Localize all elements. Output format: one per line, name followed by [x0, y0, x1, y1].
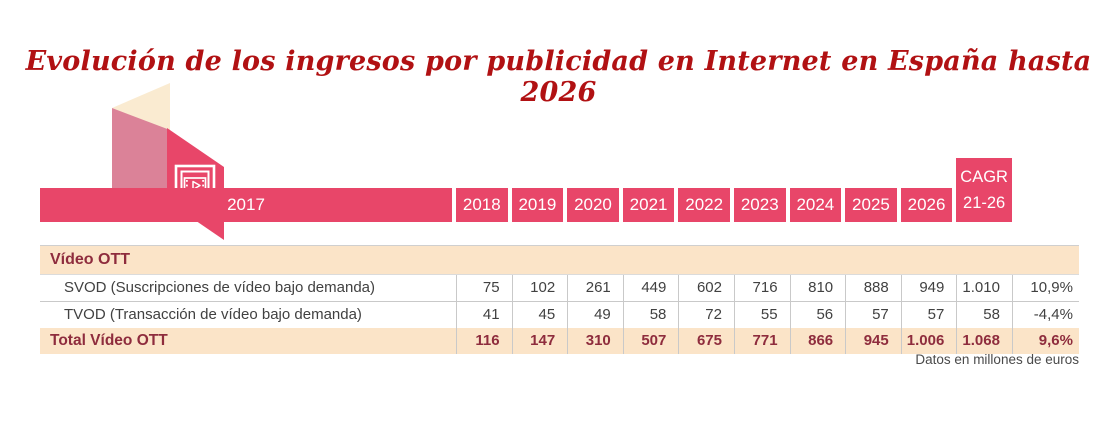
- year-header-box: 2018: [456, 188, 508, 222]
- section-header-row: Vídeo OTT: [40, 245, 1079, 275]
- value-cell: 56: [789, 302, 846, 328]
- year-header-box: 2026: [900, 188, 953, 222]
- value-cell: 58: [622, 302, 679, 328]
- year-header-2023: 2023: [733, 188, 790, 222]
- value-cell: 716: [733, 275, 790, 301]
- value-cell: -4,4%: [1011, 302, 1079, 328]
- value-cell: 1.068: [956, 328, 1012, 354]
- value-cell: 57: [845, 302, 901, 328]
- year-header-2022: 2022: [678, 188, 734, 222]
- year-header-box: 2017: [40, 188, 452, 222]
- value-cell: 9,6%: [1011, 328, 1079, 354]
- value-cell: 45: [511, 302, 568, 328]
- revenue-table: 2017 2018 2019 2020 2021 2022 2023 2024 2025 2026…: [40, 158, 1079, 354]
- value-cell: 58: [956, 302, 1012, 328]
- year-header-2020: 2020: [567, 188, 623, 222]
- value-cell: 866: [789, 328, 846, 354]
- value-cell: 41: [456, 302, 512, 328]
- logo-cream-triangle: [112, 83, 170, 132]
- table-header-row: 2017 2018 2019 2020 2021 2022 2023 2024 2025 2026…: [40, 158, 1079, 222]
- cagr-header-line1: CAGR: [960, 167, 1008, 186]
- section-header-label: Vídeo OTT: [50, 251, 130, 268]
- year-header-2019: 2019: [511, 188, 568, 222]
- value-cell: 810: [789, 275, 846, 301]
- table-row: SVOD (Suscripciones de vídeo bajo demand…: [40, 275, 1079, 302]
- total-row: Total Vídeo OTT 116 147 310 507 675 771 866 945 1…: [40, 328, 1079, 354]
- value-cell: 507: [622, 328, 679, 354]
- table-row: TVOD (Transacción de vídeo bajo demanda)…: [40, 302, 1079, 328]
- value-cell: 945: [845, 328, 901, 354]
- total-row-label: Total Vídeo OTT: [50, 332, 168, 349]
- logo-light-pink-panel: [112, 108, 170, 213]
- value-cell: 261: [567, 275, 623, 301]
- cagr-header: CAGR 21-26: [956, 158, 1012, 222]
- units-footnote: Datos en millones de euros: [915, 352, 1079, 367]
- year-header-2018: 2018: [456, 188, 512, 222]
- value-cell: 602: [678, 275, 734, 301]
- value-cell: 10,9%: [1011, 275, 1079, 301]
- year-header-box: 2023: [733, 188, 786, 222]
- value-cell: 72: [678, 302, 734, 328]
- row-label: SVOD (Suscripciones de vídeo bajo demand…: [64, 279, 376, 296]
- value-cell: 55: [733, 302, 790, 328]
- value-cell: 771: [733, 328, 790, 354]
- year-header-box: 2024: [789, 188, 842, 222]
- table-body: Vídeo OTT SVOD (Suscripciones de vídeo ba…: [40, 245, 1079, 354]
- value-cell: 116: [456, 328, 512, 354]
- year-header-2021: 2021: [622, 188, 679, 222]
- value-cell: 49: [567, 302, 623, 328]
- row-label: TVOD (Transacción de vídeo bajo demanda): [64, 306, 362, 323]
- value-cell: 1.006: [900, 328, 957, 354]
- value-cell: 1.010: [956, 275, 1012, 301]
- year-header-box: 2022: [678, 188, 730, 222]
- year-header-2026: 2026: [900, 188, 957, 222]
- value-cell: 147: [511, 328, 568, 354]
- year-header-box: 2021: [622, 188, 675, 222]
- value-cell: 75: [456, 275, 512, 301]
- year-header-2017: 2017: [40, 188, 456, 222]
- value-cell: 888: [845, 275, 901, 301]
- year-header-2025: 2025: [845, 188, 901, 222]
- year-header-box: 2019: [511, 188, 564, 222]
- value-cell: 310: [567, 328, 623, 354]
- year-header-2024: 2024: [789, 188, 846, 222]
- value-cell: 675: [678, 328, 734, 354]
- page-title: Evolución de los ingresos por publicidad…: [25, 46, 1092, 108]
- value-cell: 102: [511, 275, 568, 301]
- header-body-spacer: [40, 222, 1079, 245]
- value-cell: 949: [900, 275, 957, 301]
- year-header-box: 2020: [567, 188, 619, 222]
- value-cell: 449: [622, 275, 679, 301]
- value-cell: 57: [900, 302, 957, 328]
- year-header-box: 2025: [845, 188, 897, 222]
- cagr-header-line2: 21-26: [963, 194, 1006, 212]
